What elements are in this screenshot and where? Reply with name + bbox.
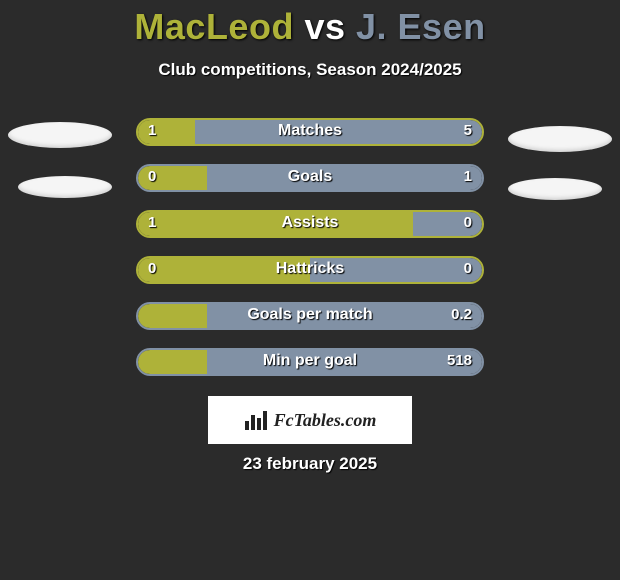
stat-label: Matches: [136, 122, 484, 140]
branding-badge[interactable]: FcTables.com: [208, 396, 412, 444]
title: MacLeod vs J. Esen: [0, 0, 620, 48]
stat-label: Assists: [136, 214, 484, 232]
stat-row: 01Goals: [0, 164, 620, 192]
stat-bars: 15Matches 01Goals 10Assists 00Hattricks 0.2G…: [0, 118, 620, 394]
stat-label: Hattricks: [136, 260, 484, 278]
vs-text: vs: [304, 6, 345, 47]
bars-icon: [244, 409, 268, 431]
stat-row: 10Assists: [0, 210, 620, 238]
player2-name: J. Esen: [356, 6, 486, 47]
stat-row: 15Matches: [0, 118, 620, 146]
comparison-card: MacLeod vs J. Esen Club competitions, Se…: [0, 0, 620, 580]
stat-label: Min per goal: [136, 352, 484, 370]
date-text: 23 february 2025: [0, 454, 620, 474]
stat-label: Goals per match: [136, 306, 484, 324]
player1-name: MacLeod: [134, 6, 294, 47]
subtitle: Club competitions, Season 2024/2025: [0, 60, 620, 80]
branding-text: FcTables.com: [274, 410, 377, 431]
stat-row: 00Hattricks: [0, 256, 620, 284]
stat-row: 518Min per goal: [0, 348, 620, 376]
stat-row: 0.2Goals per match: [0, 302, 620, 330]
stat-label: Goals: [136, 168, 484, 186]
